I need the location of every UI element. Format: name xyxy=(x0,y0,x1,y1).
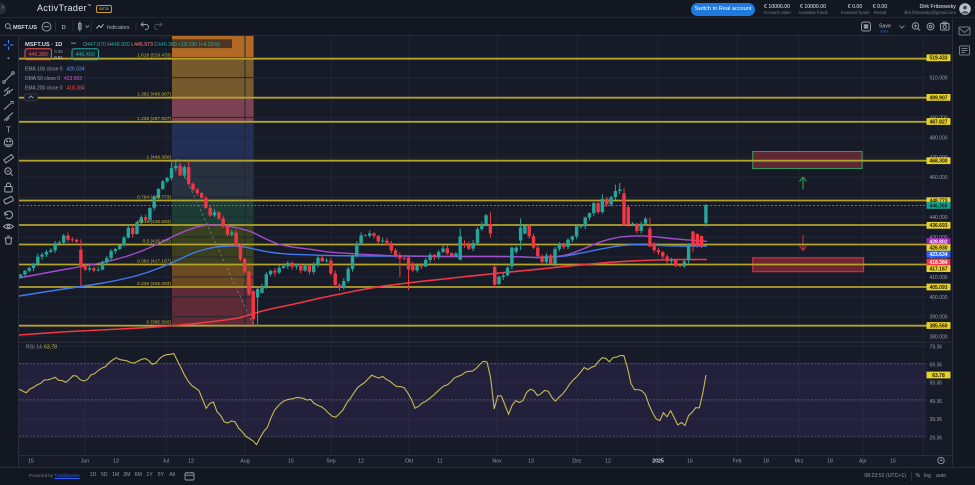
svg-text:426.930: 426.930 xyxy=(929,246,947,252)
svg-text:446.360: 446.360 xyxy=(929,203,947,209)
svg-text:MSFT.US: MSFT.US xyxy=(13,25,37,31)
svg-text:440.000: 440.000 xyxy=(930,215,948,221)
svg-text:Mrz: Mrz xyxy=(795,459,804,465)
svg-text:12: 12 xyxy=(188,459,194,465)
svg-text:EMA 100 close 0: EMA 100 close 0 xyxy=(25,67,63,73)
svg-text:480.000: 480.000 xyxy=(930,135,948,141)
svg-text:400.000: 400.000 xyxy=(930,295,948,301)
svg-text:499.907: 499.907 xyxy=(929,95,947,101)
svg-text:13: 13 xyxy=(113,459,119,465)
svg-text:448.773: 448.773 xyxy=(929,199,947,205)
svg-text:13: 13 xyxy=(528,459,534,465)
svg-text:Apr: Apr xyxy=(859,459,867,465)
svg-text:1.382 (499.907): 1.382 (499.907) xyxy=(137,92,171,98)
svg-text:12: 12 xyxy=(605,459,611,465)
svg-text:63.78: 63.78 xyxy=(932,373,945,379)
svg-text:0.236 (405.093): 0.236 (405.093) xyxy=(137,281,171,287)
svg-text:12: 12 xyxy=(358,459,364,465)
svg-text:510.000: 510.000 xyxy=(930,76,948,82)
svg-text:29.36: 29.36 xyxy=(930,435,943,441)
svg-text:487.827: 487.827 xyxy=(929,119,947,125)
svg-text:Jun: Jun xyxy=(81,459,89,465)
svg-text:16: 16 xyxy=(687,459,693,465)
svg-text:18: 18 xyxy=(827,459,833,465)
svg-text:0.5 (426.930): 0.5 (426.930) xyxy=(142,239,171,245)
svg-text:Okt: Okt xyxy=(405,459,414,465)
svg-text:15: 15 xyxy=(890,459,896,465)
svg-text:59.36: 59.36 xyxy=(930,381,943,387)
svg-text:Sep: Sep xyxy=(326,459,335,465)
svg-text:460.000: 460.000 xyxy=(930,175,948,181)
svg-text:0.764 (448.773): 0.764 (448.773) xyxy=(137,195,171,201)
svg-text:423.603: 423.603 xyxy=(64,76,82,82)
svg-text:0.39: 0.39 xyxy=(54,49,63,54)
svg-text:417.167: 417.167 xyxy=(929,267,947,273)
svg-text:2025: 2025 xyxy=(652,459,664,465)
svg-text:1.618 (519.433): 1.618 (519.433) xyxy=(137,53,171,59)
svg-text:428.802: 428.802 xyxy=(929,239,947,245)
svg-text:15: 15 xyxy=(288,459,294,465)
svg-text:418.384: 418.384 xyxy=(67,86,85,92)
svg-text:15: 15 xyxy=(28,459,34,465)
svg-text:0.618 (436.693): 0.618 (436.693) xyxy=(137,219,171,225)
svg-text:63.78: 63.78 xyxy=(44,344,57,350)
svg-text:DMA 50 close 0: DMA 50 close 0 xyxy=(25,76,60,82)
svg-text:Save: Save xyxy=(879,24,891,30)
svg-text:RSI 14: RSI 14 xyxy=(26,344,42,350)
svg-text:390.000: 390.000 xyxy=(930,315,948,321)
svg-text:Aug: Aug xyxy=(240,459,249,465)
svg-text:49.36: 49.36 xyxy=(930,399,943,405)
svg-text:519.433: 519.433 xyxy=(929,56,947,62)
svg-text:EMA 200 close 0: EMA 200 close 0 xyxy=(25,86,63,92)
svg-text:D: D xyxy=(62,25,66,31)
svg-text:446.380: 446.380 xyxy=(28,52,48,58)
svg-text:69.36: 69.36 xyxy=(930,363,943,369)
svg-text:Dez: Dez xyxy=(572,459,582,465)
svg-text:418.384: 418.384 xyxy=(929,260,947,266)
svg-text:423.634: 423.634 xyxy=(929,252,947,258)
svg-text:Indicators: Indicators xyxy=(107,25,130,31)
svg-text:420.000: 420.000 xyxy=(930,255,948,261)
svg-text:385.560: 385.560 xyxy=(929,323,947,329)
svg-text:39.36: 39.36 xyxy=(930,417,943,423)
svg-text:0.382 (417.167): 0.382 (417.167) xyxy=(137,259,171,265)
svg-text:1.236 (487.827): 1.236 (487.827) xyxy=(137,116,171,122)
svg-text:79.36: 79.36 xyxy=(930,344,943,350)
svg-text:O447.870 H448.920 L445.973 C44: O447.870 H448.920 L445.973 C446.380 +18.… xyxy=(83,42,220,48)
svg-text:380.000: 380.000 xyxy=(930,335,948,341)
svg-text:405.093: 405.093 xyxy=(929,285,947,291)
svg-text:0 (385.560): 0 (385.560) xyxy=(146,320,171,326)
svg-text:410.000: 410.000 xyxy=(930,275,948,281)
svg-text:Jul: Jul xyxy=(163,459,170,465)
svg-text:436.693: 436.693 xyxy=(929,223,947,229)
svg-text:T: T xyxy=(6,124,11,134)
svg-text:426.034: 426.034 xyxy=(67,67,85,73)
svg-text:0.01: 0.01 xyxy=(54,55,63,60)
svg-text:Beta: Beta xyxy=(881,30,890,34)
svg-text:11: 11 xyxy=(437,459,442,465)
svg-text:Nov: Nov xyxy=(492,459,502,465)
svg-text:18: 18 xyxy=(763,459,769,465)
svg-text:Feb: Feb xyxy=(733,459,742,465)
svg-text:468.300: 468.300 xyxy=(929,159,947,165)
svg-text:446.450: 446.450 xyxy=(75,52,95,58)
svg-text:1 (468.300): 1 (468.300) xyxy=(146,155,171,161)
svg-text:MSFT.US · 1D: MSFT.US · 1D xyxy=(25,42,62,48)
